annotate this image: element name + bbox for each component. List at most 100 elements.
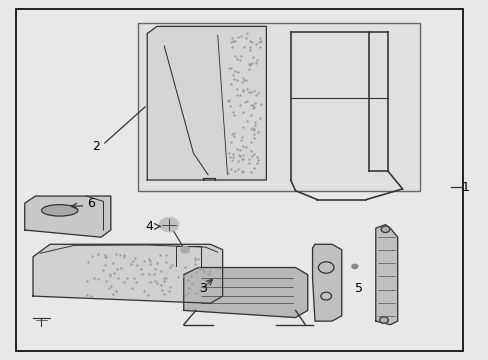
Point [234,166,242,172]
Point [226,166,234,172]
Point [90,275,98,281]
Point [228,36,236,41]
Point [160,275,168,281]
Point [106,273,114,279]
Point [205,268,213,274]
Point [238,156,246,162]
Circle shape [181,247,189,253]
Point [181,292,189,298]
Point [145,271,153,276]
Point [236,53,244,59]
Point [227,39,235,45]
Point [132,279,140,285]
Point [107,284,115,289]
Point [227,157,235,163]
Point [94,251,102,257]
Point [109,260,117,266]
Point [243,98,250,103]
Point [229,39,237,44]
Point [226,154,234,160]
Point [190,257,198,263]
Point [247,102,255,108]
Point [238,168,246,174]
Polygon shape [147,26,266,180]
Point [244,160,252,166]
Point [256,35,264,41]
Point [165,284,173,290]
Point [146,261,154,267]
Point [151,266,159,272]
Point [157,283,165,288]
Point [252,160,260,166]
Point [233,56,241,62]
Point [106,271,114,277]
Point [246,169,254,175]
Point [225,150,233,156]
Point [236,93,244,98]
Point [239,125,247,130]
Point [239,44,247,50]
Point [120,252,128,257]
Point [140,288,148,294]
Point [149,271,157,277]
Point [181,264,188,270]
Point [160,278,167,284]
Point [128,285,136,291]
Point [244,66,252,72]
Point [242,118,250,124]
Point [112,252,120,257]
Point [235,102,243,107]
Point [101,262,109,268]
Point [228,154,236,160]
Text: 5: 5 [354,283,362,296]
Point [256,101,264,107]
Bar [137,23,419,191]
Point [245,47,253,53]
Point [224,65,232,71]
Point [251,60,259,66]
Point [140,258,148,264]
Polygon shape [183,267,307,318]
Point [145,279,153,284]
Point [185,285,193,291]
Point [249,88,257,94]
Point [247,139,255,145]
Point [183,290,191,296]
Point [129,258,137,264]
Text: 2: 2 [92,140,100,153]
Point [238,79,246,85]
Point [255,40,263,45]
Polygon shape [312,244,341,321]
Point [247,60,255,66]
Point [94,276,102,282]
Point [249,102,257,108]
Point [83,292,91,298]
Point [233,86,241,92]
Circle shape [379,317,387,323]
Point [251,100,259,106]
Point [243,30,250,36]
Point [227,65,235,71]
Point [254,157,262,162]
Point [226,81,234,87]
Point [153,280,161,286]
Point [244,62,252,67]
Point [229,76,237,81]
Point [202,284,210,290]
Point [251,122,259,128]
Point [162,275,170,281]
Polygon shape [375,225,397,325]
Point [242,77,250,83]
Point [205,271,213,277]
Point [256,44,264,49]
Point [101,254,109,260]
Point [231,53,239,59]
Point [224,97,232,103]
Point [238,134,246,140]
Point [251,41,259,47]
Point [230,134,238,139]
Point [145,256,153,262]
Point [233,158,241,164]
Point [233,146,241,152]
Point [240,99,248,105]
